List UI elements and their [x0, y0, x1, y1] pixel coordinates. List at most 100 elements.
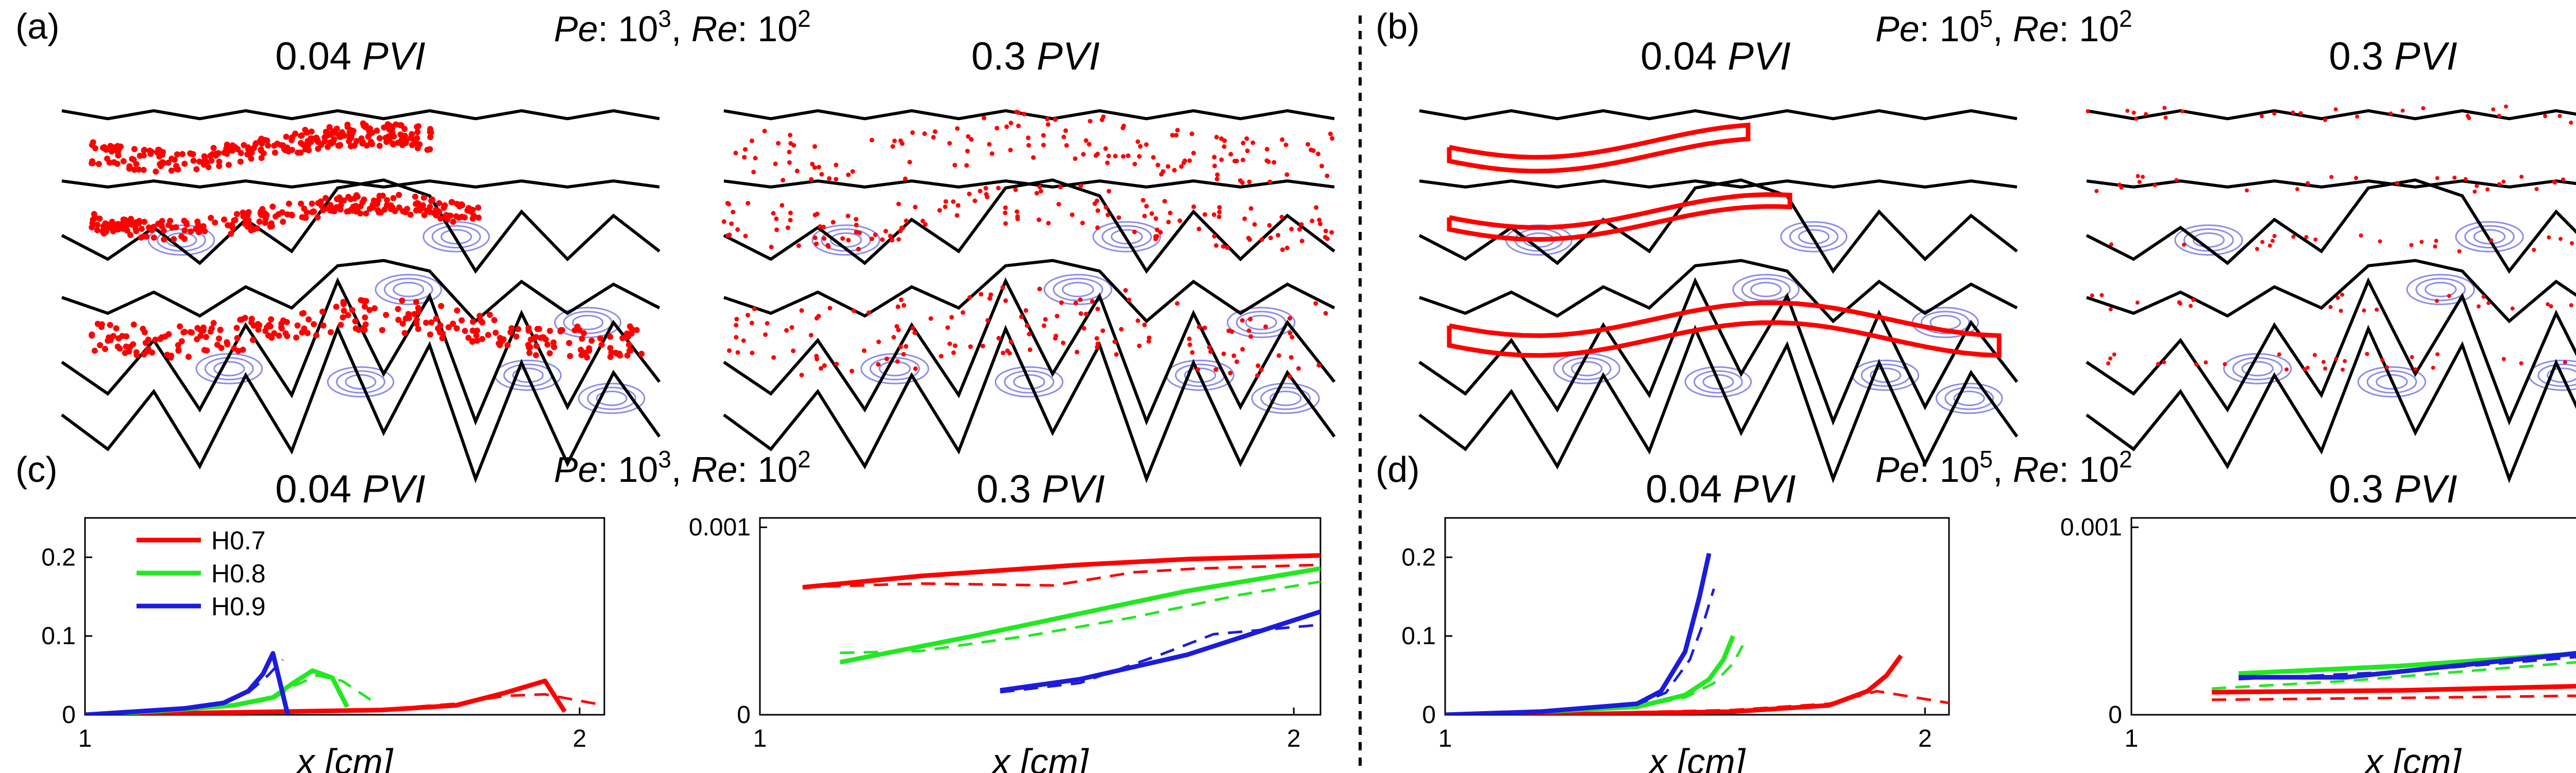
tracer-particle [300, 310, 307, 316]
tracer-particle [883, 229, 888, 234]
tracer-particle [395, 139, 401, 146]
tracer-particle [876, 362, 881, 367]
tracer-particle [269, 203, 276, 210]
tracer-particle [579, 335, 585, 342]
tracer-particle [1008, 121, 1013, 126]
tracer-particle [900, 226, 905, 231]
tracer-particle [104, 155, 111, 162]
tracer-particle [896, 237, 901, 242]
series-line-h08-solid [2238, 650, 2576, 676]
tracer-particle [383, 312, 389, 318]
tracer-particle [1238, 178, 1243, 183]
tracer-particle [130, 341, 137, 348]
tracer-particle [812, 144, 817, 149]
tracer-particle [1074, 349, 1079, 355]
tracer-particle [1213, 367, 1218, 372]
tracer-particle [827, 306, 833, 311]
tracer-particle [2435, 176, 2439, 180]
tracer-particle [1290, 334, 1295, 340]
tracer-front [1447, 122, 1751, 174]
tracer-particle [1095, 152, 1100, 157]
x-axis-unit: [cm] [1019, 742, 1089, 773]
tracer-particle [1259, 237, 1264, 242]
tracer-particle [1240, 157, 1245, 162]
tracer-particle [379, 327, 385, 333]
tracer-particle [181, 217, 188, 224]
tracer-particle [2569, 120, 2573, 125]
tracer-particle [327, 201, 334, 208]
tracer-particle [2452, 175, 2457, 180]
tracer-particle [448, 199, 455, 206]
tracer-particle [2329, 175, 2334, 179]
series-group [2211, 650, 2576, 701]
vortex-streamline [512, 367, 544, 383]
vortex-streamline [1043, 274, 1112, 306]
vortex-streamline [994, 366, 1064, 398]
channel-wall [61, 259, 660, 324]
tracer-particle [1016, 123, 1021, 128]
tracer-particle [95, 161, 102, 167]
vortex-streamline [878, 361, 911, 377]
tracer-particle [383, 124, 389, 130]
tracer-particle [742, 147, 748, 152]
tracer-particle [202, 158, 209, 165]
tracer-particle [1106, 154, 1111, 159]
tracer-particle [2385, 365, 2389, 369]
tracer-particle [2295, 187, 2299, 192]
tracer-particle [1078, 297, 1083, 303]
tracer-particle [955, 126, 960, 131]
vortex-streamline [1101, 225, 1153, 249]
tracer-particle [226, 161, 232, 168]
tracer-particle [210, 145, 217, 152]
tracer-particle [2486, 301, 2491, 306]
tracer-particle [1165, 164, 1171, 169]
tracer-particle [2291, 110, 2295, 115]
tracer-particle [2561, 177, 2565, 182]
tracer-particle [258, 155, 265, 161]
channel-wall [2086, 109, 2576, 121]
tracer-particle [810, 161, 815, 166]
tracer-particle [1280, 137, 1285, 142]
tracer-particle [2547, 235, 2551, 240]
tracer-particle [178, 233, 185, 240]
tracer-particle [363, 210, 369, 217]
panel-label-a: (a) [15, 6, 60, 46]
title-c-late: 0.3 PVI [976, 467, 1105, 511]
tracer-particle [799, 373, 804, 378]
tracer-particle [401, 126, 408, 132]
tracer-particle [1316, 363, 1321, 368]
tracer-particle [1146, 335, 1151, 340]
tracer-particle [895, 304, 901, 309]
vortex-streamline [157, 228, 206, 252]
tracer-particle [2467, 116, 2471, 121]
tracer-particle [1126, 153, 1131, 158]
tracer-particle [98, 324, 105, 330]
tracer-particle [1008, 340, 1013, 345]
tracer-particle [1248, 334, 1253, 339]
tracer-particle [1190, 350, 1195, 355]
x-axis-var: x [2363, 742, 2393, 773]
tracer-particle [101, 346, 108, 352]
tracer-particle [2501, 179, 2506, 184]
tracer-particle [1323, 228, 1328, 233]
tracer-particle [834, 177, 839, 182]
tracer-particle [2409, 243, 2414, 247]
vortex-streamline [345, 374, 377, 390]
tracer-particle [1013, 187, 1018, 192]
tracer-particle [337, 206, 344, 213]
tracer-particle [1330, 136, 1335, 141]
tracer-particle [896, 327, 901, 332]
vortex-streamline [1092, 221, 1161, 253]
vortex-streamline [587, 386, 637, 410]
tracer-particle [734, 316, 739, 322]
tracer-particle [462, 328, 468, 334]
series-line-h07-solid [1445, 654, 1903, 715]
tracer-particle [996, 335, 1002, 341]
tracer-particle [389, 140, 396, 147]
tracer-particle [366, 130, 373, 137]
tracer-particle [272, 149, 278, 156]
tracer-particle [126, 165, 132, 172]
tracer-particle [543, 336, 549, 343]
tracer-particle [445, 324, 452, 331]
tracer-particle [721, 219, 726, 224]
